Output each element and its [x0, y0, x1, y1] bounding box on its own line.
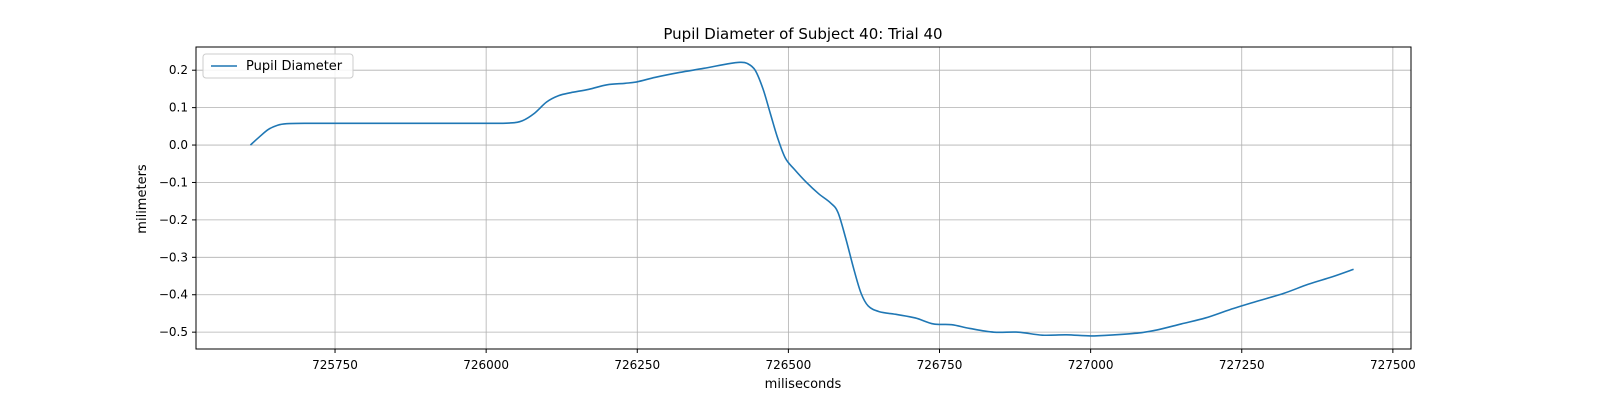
y-tick-label: −0.5	[159, 325, 188, 339]
y-axis-ticks: 0.2 0.1 0.0 −0.1 −0.2 −0.3 −0.4 −0.5	[159, 63, 196, 339]
y-axis-label: milimeters	[135, 164, 150, 234]
grid-lines	[196, 47, 1411, 349]
y-tick-label: −0.2	[159, 213, 188, 227]
y-tick-label: 0.1	[169, 101, 188, 115]
legend: Pupil Diameter	[202, 53, 354, 79]
x-tick-label: 726250	[614, 358, 660, 372]
x-tick-label: 727250	[1219, 358, 1265, 372]
y-tick-label: 0.2	[169, 63, 188, 77]
x-tick-label: 725750	[312, 358, 358, 372]
y-tick-label: 0.0	[169, 138, 188, 152]
x-tick-label: 726500	[765, 358, 811, 372]
x-axis-ticks: 725750 726000 726250 726500 726750 727000 7272…	[312, 349, 1416, 372]
x-tick-label: 726000	[463, 358, 509, 372]
series-layer	[249, 61, 1354, 337]
x-tick-label: 727000	[1068, 358, 1114, 372]
plot-frame	[195, 46, 1412, 350]
series-line-pupil-diameter	[249, 61, 1354, 337]
x-tick-label: 726750	[917, 358, 963, 372]
legend-box	[202, 53, 354, 79]
y-tick-label: −0.3	[159, 250, 188, 264]
x-axis-label: miliseconds	[765, 377, 842, 392]
legend-label: Pupil Diameter	[246, 59, 343, 74]
x-tick-label: 727500	[1370, 358, 1416, 372]
chart-title: Pupil Diameter of Subject 40: Trial 40	[663, 25, 942, 43]
y-tick-label: −0.4	[159, 288, 188, 302]
y-tick-label: −0.1	[159, 175, 188, 189]
